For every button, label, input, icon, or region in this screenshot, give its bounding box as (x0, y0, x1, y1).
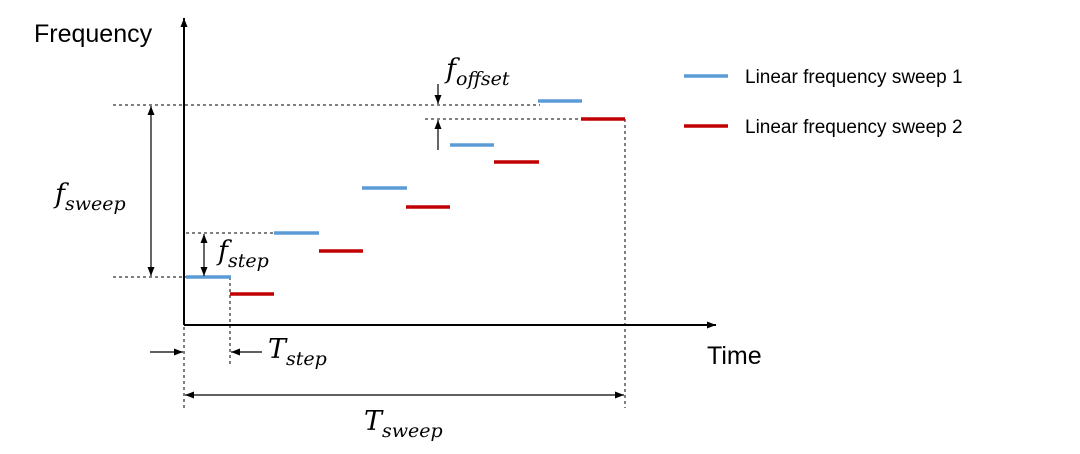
legend-label: Linear frequency sweep 1 (745, 67, 963, 88)
f-step-label: fstep (216, 236, 269, 272)
y-axis-label: Frequency (34, 20, 153, 48)
legend: Linear frequency sweep 1 Linear frequenc… (684, 67, 963, 138)
guides (113, 104, 626, 408)
f-offset-label: foffset (444, 54, 510, 90)
legend-label: Linear frequency sweep 2 (745, 117, 963, 138)
sweep-1-steps (186, 99, 582, 279)
f-sweep-label: fsweep (53, 179, 126, 215)
x-axis-label: Time (707, 342, 762, 370)
t-sweep-label: Tsweep (364, 406, 443, 442)
sweep-2-steps (230, 117, 625, 296)
dimension-arrows (147, 84, 624, 399)
t-step-label: Tstep (268, 334, 327, 370)
